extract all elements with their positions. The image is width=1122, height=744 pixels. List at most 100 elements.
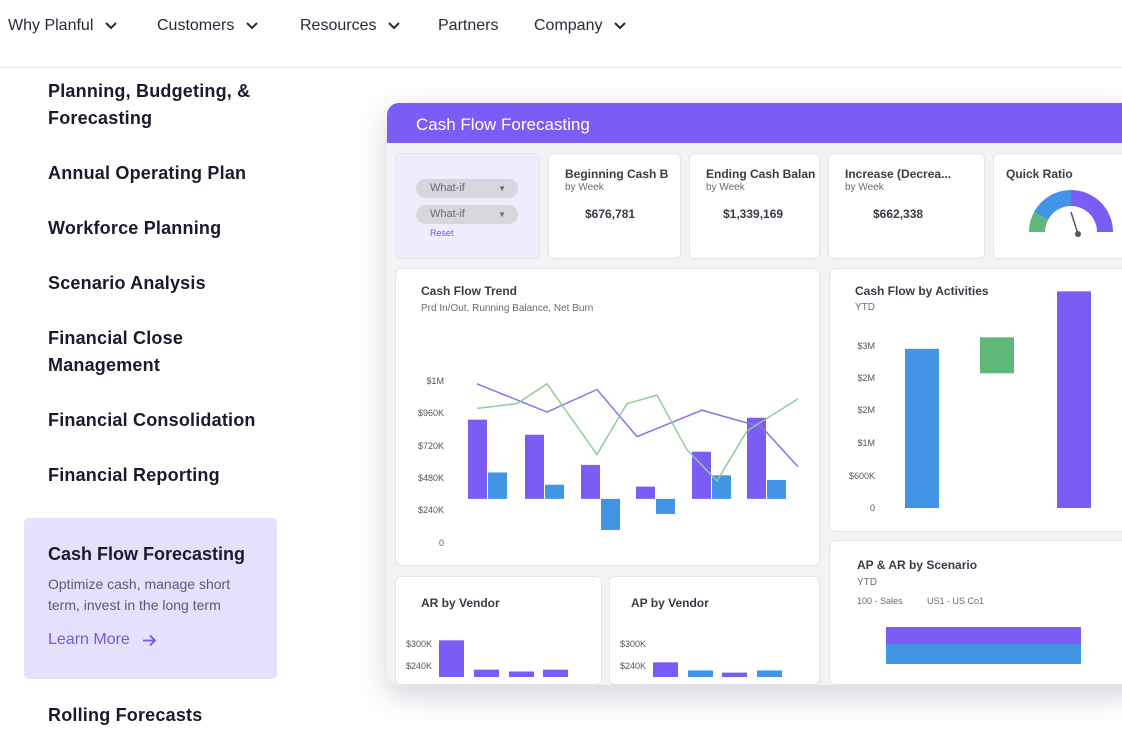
- panel-title: AR by Vendor: [421, 596, 500, 610]
- ar-by-vendor-chart: $240K $300K: [406, 639, 568, 677]
- kpi-title: Quick Ratio: [1006, 167, 1073, 181]
- trend-bar: [601, 498, 620, 530]
- trend-bar: [468, 419, 487, 499]
- ap-by-vendor-chart: $240K $300K: [620, 639, 782, 677]
- menu-item-label: Management: [48, 355, 161, 375]
- y-tick-label: $600K: [849, 471, 875, 481]
- menu-item-financial-close[interactable]: Financial Close Management: [48, 325, 183, 379]
- menu-item-label: Financial Close: [48, 328, 184, 348]
- kpi-card: Beginning Cash B by Week $676,781: [548, 153, 681, 259]
- panel-subtitle: YTD: [855, 302, 875, 313]
- caret-down-icon: ▼: [498, 184, 506, 193]
- y-tick-label: 0: [870, 503, 875, 513]
- y-tick-label: $720K: [418, 441, 444, 451]
- ap-ar-scenario-panel: AP & AR by Scenario YTD 100 - Sales US1 …: [829, 540, 1122, 685]
- kpi-subtitle: by Week: [706, 182, 745, 193]
- y-tick-label: $2M: [857, 405, 875, 415]
- vendor-bar: [439, 640, 464, 677]
- nav-company[interactable]: Company: [534, 16, 627, 36]
- trend-line-series: [476, 382, 799, 483]
- nav-label: Partners: [438, 17, 499, 34]
- y-tick-label: $240K: [620, 661, 646, 671]
- trend-bar: [656, 498, 675, 514]
- vendor-bar: [653, 662, 678, 677]
- scenario-chart: [886, 627, 1081, 664]
- chevron-down-icon: [388, 22, 401, 30]
- vendor-bar: [757, 670, 782, 677]
- cash-flow-trend-panel: Cash Flow Trend Prd In/Out, Running Bala…: [395, 268, 820, 566]
- menu-item-annual-operating-plan[interactable]: Annual Operating Plan: [48, 163, 247, 183]
- trend-bar: [581, 464, 600, 499]
- ar-by-vendor-panel: AR by Vendor $240K $300K: [395, 576, 602, 685]
- menu-item-workforce-planning[interactable]: Workforce Planning: [48, 218, 222, 238]
- dashboard-preview: Cash Flow Forecasting What-if ▼ What-if …: [387, 103, 1122, 685]
- vendor-bar: [722, 672, 747, 677]
- kpi-title: Ending Cash Balan: [706, 167, 816, 181]
- panel-title: Cash Flow by Activities: [855, 284, 989, 298]
- kpi-value: $1,339,169: [723, 207, 784, 221]
- kpi-subtitle: by Week: [845, 182, 884, 193]
- what-if-select[interactable]: What-if ▼: [416, 205, 518, 224]
- kpi-title: Increase (Decrea...: [845, 167, 952, 181]
- panel-title: AP by Vendor: [631, 596, 709, 610]
- cash-flow-trend-chart: 0 $240K $480K $720K $960K $1M: [418, 376, 799, 548]
- caret-down-icon: ▼: [498, 210, 506, 219]
- nav-customers[interactable]: Customers: [157, 16, 259, 36]
- chevron-down-icon: [614, 22, 627, 30]
- vendor-bar: [688, 670, 713, 677]
- card-description: Optimize cash, manage short term, invest…: [48, 574, 258, 616]
- menu-item-planning[interactable]: Planning, Budgeting, & Forecasting: [48, 78, 250, 132]
- reset-link[interactable]: Reset: [430, 228, 454, 238]
- menu-item-label: Planning, Budgeting, &: [48, 81, 251, 101]
- y-tick-label: $1M: [426, 376, 444, 386]
- kpi-value: $676,781: [585, 207, 636, 221]
- menu-item-scenario-analysis[interactable]: Scenario Analysis: [48, 273, 206, 293]
- scenario-bar: [886, 644, 1081, 664]
- top-nav: Why Planful Customers Resources Partners…: [0, 0, 1122, 68]
- nav-label: Resources: [300, 17, 377, 34]
- kpi-value: $662,338: [873, 207, 924, 221]
- nav-label: Why Planful: [8, 17, 94, 34]
- select-value: What-if: [430, 182, 465, 194]
- card-desc-line: Optimize cash, manage short: [48, 576, 231, 592]
- vendor-bar: [509, 671, 534, 677]
- trend-bar: [488, 472, 507, 499]
- trend-bar: [636, 486, 655, 499]
- learn-more-link[interactable]: Learn More: [48, 631, 157, 649]
- nav-resources[interactable]: Resources: [300, 16, 401, 36]
- y-tick-label: $2M: [857, 373, 875, 383]
- quick-ratio-card: Quick Ratio: [993, 153, 1122, 259]
- kpi-title: Beginning Cash B: [565, 167, 669, 181]
- kpi-subtitle: by Week: [565, 182, 604, 193]
- y-tick-label: $240K: [406, 661, 432, 671]
- active-product-card[interactable]: Cash Flow Forecasting Optimize cash, man…: [24, 518, 277, 679]
- panel-subtitle: YTD: [857, 577, 877, 588]
- trend-line-series: [476, 383, 799, 468]
- card-desc-line: term, invest in the long term: [48, 597, 221, 613]
- menu-item-financial-consolidation[interactable]: Financial Consolidation: [48, 410, 256, 430]
- ap-by-vendor-panel: AP by Vendor $240K $300K: [609, 576, 820, 685]
- y-tick-label: $300K: [620, 639, 646, 649]
- trend-bar: [692, 451, 711, 499]
- trend-bar: [545, 484, 564, 499]
- cash-flow-activities-panel: Cash Flow by Activities YTD 0 $600K $1M $2M…: [829, 268, 1122, 532]
- gauge-segment: [1071, 190, 1113, 232]
- chevron-down-icon: [246, 22, 259, 30]
- nav-label: Customers: [157, 17, 235, 34]
- nav-label: Company: [534, 17, 603, 34]
- activities-bar: [980, 337, 1014, 374]
- vendor-bar: [474, 669, 499, 677]
- menu-item-financial-reporting[interactable]: Financial Reporting: [48, 465, 220, 485]
- product-menu: Planning, Budgeting, & Forecasting Annua…: [0, 69, 300, 744]
- panel-title: AP & AR by Scenario: [857, 558, 978, 572]
- dashboard-title: Cash Flow Forecasting: [416, 115, 590, 134]
- panel-subtitle: Prd In/Out, Running Balance, Net Burn: [421, 303, 594, 314]
- y-tick-label: 0: [439, 538, 444, 548]
- kpi-card: Increase (Decrea... by Week $662,338: [828, 153, 985, 259]
- nav-why-planful[interactable]: Why Planful: [8, 16, 118, 36]
- gauge-pivot: [1075, 231, 1081, 237]
- what-if-select[interactable]: What-if ▼: [416, 179, 518, 198]
- gauge-needle: [1070, 211, 1079, 235]
- menu-item-rolling-forecasts[interactable]: Rolling Forecasts: [48, 705, 203, 725]
- nav-partners[interactable]: Partners: [438, 16, 498, 36]
